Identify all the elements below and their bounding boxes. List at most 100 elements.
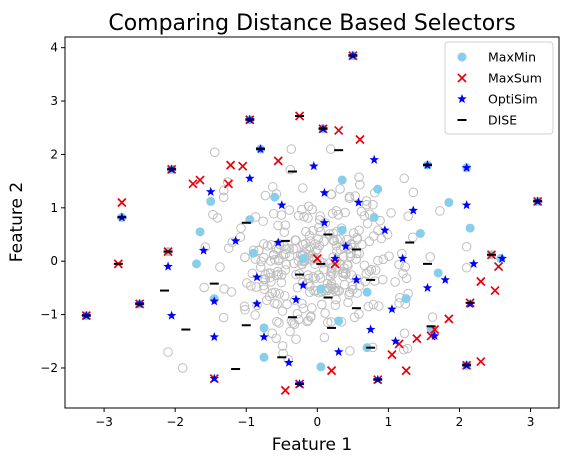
data-point-maxsum <box>476 356 486 367</box>
background-point <box>267 288 278 298</box>
background-point <box>291 334 301 345</box>
background-point <box>328 228 339 239</box>
data-point-maxmin <box>465 223 475 233</box>
background-point <box>340 207 350 218</box>
y-tick-label: −1 <box>40 308 58 322</box>
background-point <box>394 259 404 270</box>
data-point-maxsum-stroke-b <box>430 324 440 335</box>
data-point-maxmin <box>369 212 379 222</box>
background-point <box>373 301 384 311</box>
background-point <box>351 254 362 264</box>
y-tick-label: 4 <box>50 41 58 55</box>
data-point-maxmin <box>195 227 205 237</box>
legend: MaxMin MaxSum OptiSim DISE <box>444 41 554 135</box>
data-point-optisim <box>440 274 451 284</box>
background-point <box>344 191 355 202</box>
background-point <box>256 256 266 267</box>
data-point-maxmin <box>316 284 326 294</box>
background-point <box>427 312 438 322</box>
data-point-optisim <box>353 197 364 207</box>
data-point-optisim <box>380 225 390 235</box>
data-point-optisim <box>298 280 308 290</box>
background-point <box>326 262 337 273</box>
y-tick-label: 2 <box>50 147 58 161</box>
y-tick-label: 1 <box>50 201 58 215</box>
background-point <box>347 280 358 291</box>
legend-marker-maxmin <box>457 52 467 62</box>
data-point-maxsum-stroke-b <box>426 331 436 341</box>
legend-marker-maxsum <box>457 73 467 83</box>
x-tick-label: 2 <box>456 415 464 429</box>
background-point <box>315 273 326 283</box>
data-point-maxsum-stroke-b <box>330 259 340 269</box>
data-point-maxsum-stroke-b <box>476 276 486 287</box>
background-point <box>199 282 209 293</box>
background-point <box>310 239 320 249</box>
data-point-maxsum <box>330 259 340 269</box>
data-point-optisim <box>166 310 177 320</box>
background-point <box>177 363 188 373</box>
data-point-maxsum-stroke-b <box>223 179 234 189</box>
background-point <box>265 256 276 266</box>
data-point-maxmin <box>270 192 280 202</box>
background-point <box>402 343 413 354</box>
data-point-optisim <box>209 296 220 306</box>
data-point-maxmin <box>337 175 347 185</box>
background-point <box>271 270 282 281</box>
background-point <box>325 272 336 282</box>
data-point-maxsum-stroke-b <box>280 385 290 395</box>
background-point <box>369 276 380 286</box>
background-point <box>268 250 279 260</box>
data-point-maxsum-stroke-b <box>490 285 500 296</box>
background-point <box>331 246 342 257</box>
background-point <box>317 299 327 310</box>
background-point <box>354 280 365 291</box>
data-point-maxmin <box>373 184 383 194</box>
data-point-maxsum-stroke-b <box>412 334 422 344</box>
background-point <box>364 236 375 247</box>
data-point-optisim <box>319 217 330 227</box>
background-point <box>215 262 225 272</box>
background-point <box>208 209 218 220</box>
background-point <box>320 308 330 318</box>
data-point-maxsum <box>195 175 205 185</box>
background-point <box>315 211 325 221</box>
background-point <box>345 346 355 356</box>
data-point-maxsum-stroke-b <box>401 366 411 376</box>
background-point <box>274 239 284 249</box>
data-point-maxsum <box>334 125 344 136</box>
background-point <box>378 254 389 265</box>
background-point <box>315 226 326 237</box>
data-point-maxsum <box>238 161 248 171</box>
data-point-maxmin <box>433 268 443 278</box>
background-point <box>274 318 284 328</box>
data-point-maxsum <box>476 276 486 287</box>
data-point-maxmin <box>298 254 308 264</box>
data-point-maxsum-stroke-b <box>312 253 322 264</box>
data-point-maxmin <box>259 352 269 362</box>
background-point <box>299 211 309 222</box>
y-axis-label: Feature 2 <box>7 182 27 262</box>
data-point-maxsum <box>401 366 411 376</box>
data-point-optisim <box>252 298 262 308</box>
background-point <box>403 211 414 221</box>
data-point-maxsum <box>444 314 454 324</box>
background-point <box>350 191 361 201</box>
chart-title: Comparing Distance Based Selectors <box>108 11 515 36</box>
data-point-optisim <box>333 346 344 356</box>
data-point-optisim <box>245 173 255 183</box>
background-point <box>342 259 352 269</box>
background-point <box>260 274 271 285</box>
background-point <box>267 182 278 192</box>
y-tick-label: −2 <box>40 361 58 375</box>
background-point <box>273 220 283 231</box>
background-point <box>297 298 307 309</box>
background-point <box>319 332 330 343</box>
axis-ticks: −3 −2 −1 0 1 2 3 −2 −1 0 1 2 3 4 <box>40 41 534 429</box>
background-point <box>390 277 400 287</box>
series-dise <box>81 54 543 385</box>
background-point <box>266 277 276 287</box>
background-point <box>284 205 295 215</box>
background-point <box>356 206 367 217</box>
